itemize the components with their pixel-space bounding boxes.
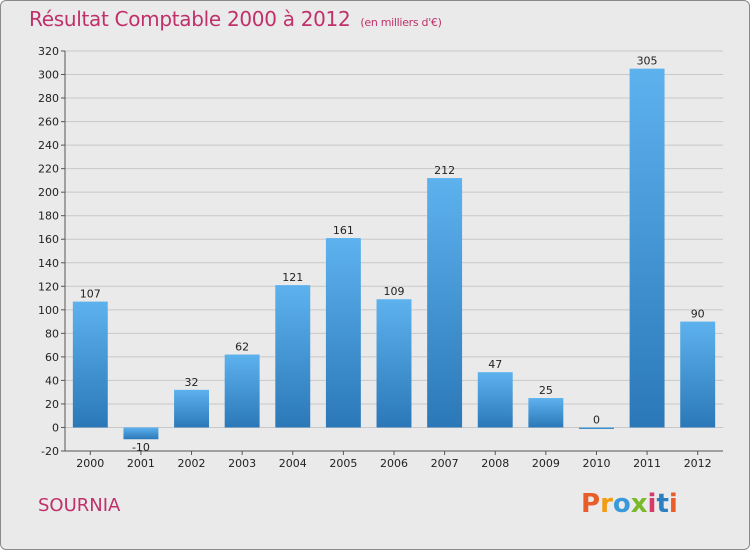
data-label: 161 — [333, 224, 354, 237]
bar — [680, 321, 716, 428]
chart-title: Résultat Comptable 2000 à 2012 (en millie… — [29, 7, 442, 31]
data-labels: 107 -10 32 62 121 161 109 212 47 25 0 305 90 — [80, 55, 705, 455]
x-tick-label: 2006 — [380, 457, 408, 470]
bar — [528, 398, 564, 428]
data-label: 32 — [185, 376, 199, 389]
y-tick-label: 60 — [45, 351, 59, 364]
x-tick-label: 2009 — [532, 457, 560, 470]
y-tick-label: 0 — [52, 421, 59, 434]
y-tick-label: -20 — [41, 445, 59, 458]
x-tick-label: 2004 — [279, 457, 307, 470]
logo-letter: t — [656, 489, 669, 519]
data-label: 47 — [488, 358, 502, 371]
chart-title-main: Résultat Comptable 2000 à 2012 — [29, 7, 351, 31]
y-tick-label: 280 — [38, 92, 59, 105]
x-tick-label: 2000 — [76, 457, 104, 470]
proxiti-logo[interactable]: Proxiti — [581, 489, 678, 519]
data-label: 0 — [593, 413, 600, 426]
logo-letter: i — [647, 489, 657, 519]
data-label: 121 — [282, 271, 303, 284]
x-tick-label: 2003 — [228, 457, 256, 470]
data-label: 212 — [434, 164, 455, 177]
logo-letter: P — [581, 489, 601, 519]
bar — [174, 389, 210, 428]
x-tick-label: 2007 — [431, 457, 459, 470]
logo-letter: i — [668, 489, 678, 519]
axes: -20 0 20 40 60 80 100 120 140 160 180 200 220 240 260 2… — [38, 45, 723, 470]
y-tick-label: 140 — [38, 257, 59, 270]
bar — [123, 427, 159, 440]
bars — [72, 68, 716, 440]
bar — [325, 238, 361, 428]
y-tick-label: 20 — [45, 398, 59, 411]
data-label: 62 — [235, 341, 249, 354]
logo-letter: o — [612, 489, 631, 519]
bar — [275, 285, 311, 428]
x-tick-label: 2012 — [684, 457, 712, 470]
y-tick-label: 80 — [45, 327, 59, 340]
bar — [578, 427, 614, 429]
y-tick-label: 320 — [38, 45, 59, 58]
location-name: SOURNIA — [38, 495, 121, 516]
data-label: 109 — [384, 285, 405, 298]
bar — [224, 354, 260, 428]
y-tick-label: 160 — [38, 233, 59, 246]
x-tick-label: 2011 — [633, 457, 661, 470]
y-tick-label: 220 — [38, 163, 59, 176]
y-tick-label: 300 — [38, 69, 59, 82]
bar — [427, 178, 463, 428]
y-tick-label: 200 — [38, 186, 59, 199]
x-tick-label: 2001 — [127, 457, 155, 470]
y-tick-label: 100 — [38, 304, 59, 317]
x-tick-label: 2002 — [178, 457, 206, 470]
data-label: 90 — [691, 308, 705, 321]
bar — [477, 372, 513, 428]
y-tick-label: 40 — [45, 374, 59, 387]
bar — [72, 301, 108, 428]
data-label: 107 — [80, 288, 101, 301]
x-tick-label: 2008 — [481, 457, 509, 470]
logo-letter: r — [600, 489, 613, 519]
logo-letter: x — [630, 489, 648, 519]
data-label: -10 — [132, 441, 150, 454]
chart-subtitle: (en milliers d'€) — [360, 16, 442, 29]
bar — [376, 299, 412, 428]
y-tick-label: 180 — [38, 210, 59, 223]
x-tick-label: 2010 — [582, 457, 610, 470]
y-tick-label: 120 — [38, 280, 59, 293]
y-tick-label: 240 — [38, 139, 59, 152]
bar — [629, 68, 665, 428]
data-label: 25 — [539, 384, 553, 397]
data-label: 305 — [637, 55, 658, 68]
x-tick-label: 2005 — [329, 457, 357, 470]
y-tick-label: 260 — [38, 116, 59, 129]
